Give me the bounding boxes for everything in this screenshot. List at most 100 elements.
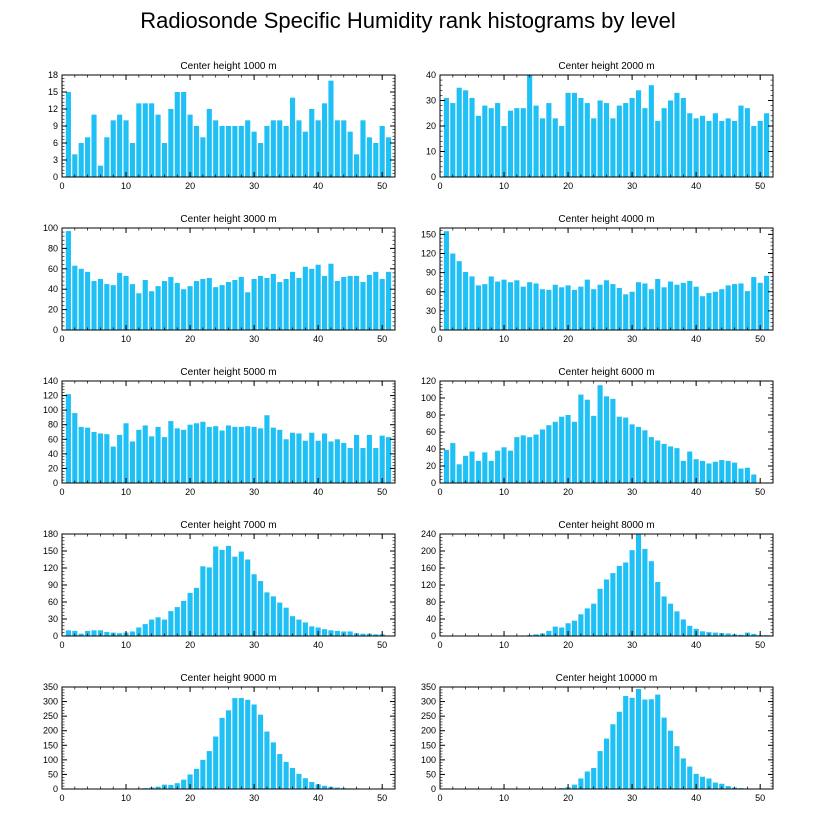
histogram-bar [655,694,661,789]
y-tick-label: 350 [43,682,58,692]
x-tick-label: 50 [377,487,387,497]
histogram-bar [277,602,283,636]
histogram-bar [366,434,372,483]
histogram-bar [328,630,334,636]
histogram-bar [187,774,193,789]
histogram-bar [181,779,187,789]
histogram-bar [168,611,174,636]
histogram-bar [648,289,654,330]
x-tick-label: 50 [755,181,765,191]
histogram-bar [193,126,200,177]
histogram-bar [667,446,674,483]
panel-title: Center height 2000 m [558,61,654,72]
histogram-bar [232,556,238,636]
x-tick-label: 20 [185,793,195,803]
histogram-bar [213,426,219,483]
histogram-bar [161,143,168,177]
histogram-bar [219,285,225,330]
histogram-bar [680,282,686,330]
histogram-bar [181,600,187,636]
histogram-bar [700,460,706,483]
y-tick-label: 200 [421,546,436,556]
histogram-bar [706,120,712,177]
histogram-bar [501,126,507,177]
histogram-bar [635,534,642,636]
histogram-bar [635,90,642,177]
histogram-bar [719,120,725,177]
histogram-panel: Center height 1000 m 0 10 20 30 40 50 0 3 6 9 12 15 1… [48,61,396,191]
histogram-bar [655,440,661,483]
histogram-bar [706,463,712,483]
histogram-bar [289,432,296,483]
histogram-bar [578,286,584,330]
y-tick-label: 0 [53,631,58,641]
histogram-bar [616,711,622,789]
histogram-bar [91,630,97,636]
histogram-bar [623,103,629,177]
histogram-bar [661,596,667,636]
histogram-bar [655,279,661,330]
histogram-bar [578,394,584,483]
histogram-bar [648,699,654,789]
histogram-bar [142,624,148,636]
histogram-bar [155,426,161,483]
histogram-bar [213,546,219,636]
histogram-bar [667,603,674,636]
histogram-bar [546,630,552,636]
histogram-bar [251,704,257,789]
y-tick-label: 90 [48,580,58,590]
histogram-bar [456,261,462,330]
histogram-bar [591,415,597,483]
histogram-bar [687,766,693,789]
y-tick-label: 200 [421,726,436,736]
histogram-bar [443,231,449,330]
histogram-bar [706,293,712,330]
histogram-bar [732,284,738,330]
panel-title: Center height 1000 m [180,61,276,72]
y-tick-label: 18 [48,70,58,80]
y-tick-label: 20 [48,305,58,315]
histogram-bar [693,286,699,330]
histogram-bar [571,421,578,483]
histogram-bar [533,634,539,636]
panel-title: Center height 8000 m [558,520,654,531]
histogram-bar [328,80,334,177]
histogram-bar [379,279,385,330]
histogram-bar [142,425,148,483]
histogram-bar [559,627,565,636]
panel-title: Center height 6000 m [558,367,654,378]
histogram-bar [328,263,334,330]
histogram-bar [347,448,353,483]
histogram-bar [603,280,610,330]
y-tick-label: 200 [43,726,58,736]
x-tick-label: 10 [499,793,509,803]
histogram-panel: Center height 2000 m 0 10 20 30 40 50 0 10 20 30 40 [426,61,774,191]
histogram-bar [667,100,674,177]
histogram-bar [463,271,469,330]
histogram-bar [597,284,603,330]
histogram-bar [149,103,155,177]
histogram-bar [142,280,148,330]
histogram-bar [206,109,212,177]
histogram-bar [270,427,276,483]
y-tick-label: 350 [421,682,436,692]
histogram-bar [546,289,552,330]
y-tick-label: 150 [43,740,58,750]
histogram-bar [225,126,232,177]
x-tick-label: 10 [499,640,509,650]
histogram-bar [225,425,232,483]
histogram-bar [97,433,103,483]
histogram-bar [584,279,590,330]
histogram-bar [168,784,174,789]
histogram-bar [251,574,257,636]
histogram-bar [674,284,680,330]
histogram-bar [322,629,328,636]
histogram-bar [296,277,302,330]
histogram-bar [155,286,161,330]
histogram-bar [725,285,731,331]
histogram-bar [238,126,244,177]
histogram-bar [565,415,571,483]
histogram-bar [700,296,706,330]
histogram-bar [712,113,718,177]
